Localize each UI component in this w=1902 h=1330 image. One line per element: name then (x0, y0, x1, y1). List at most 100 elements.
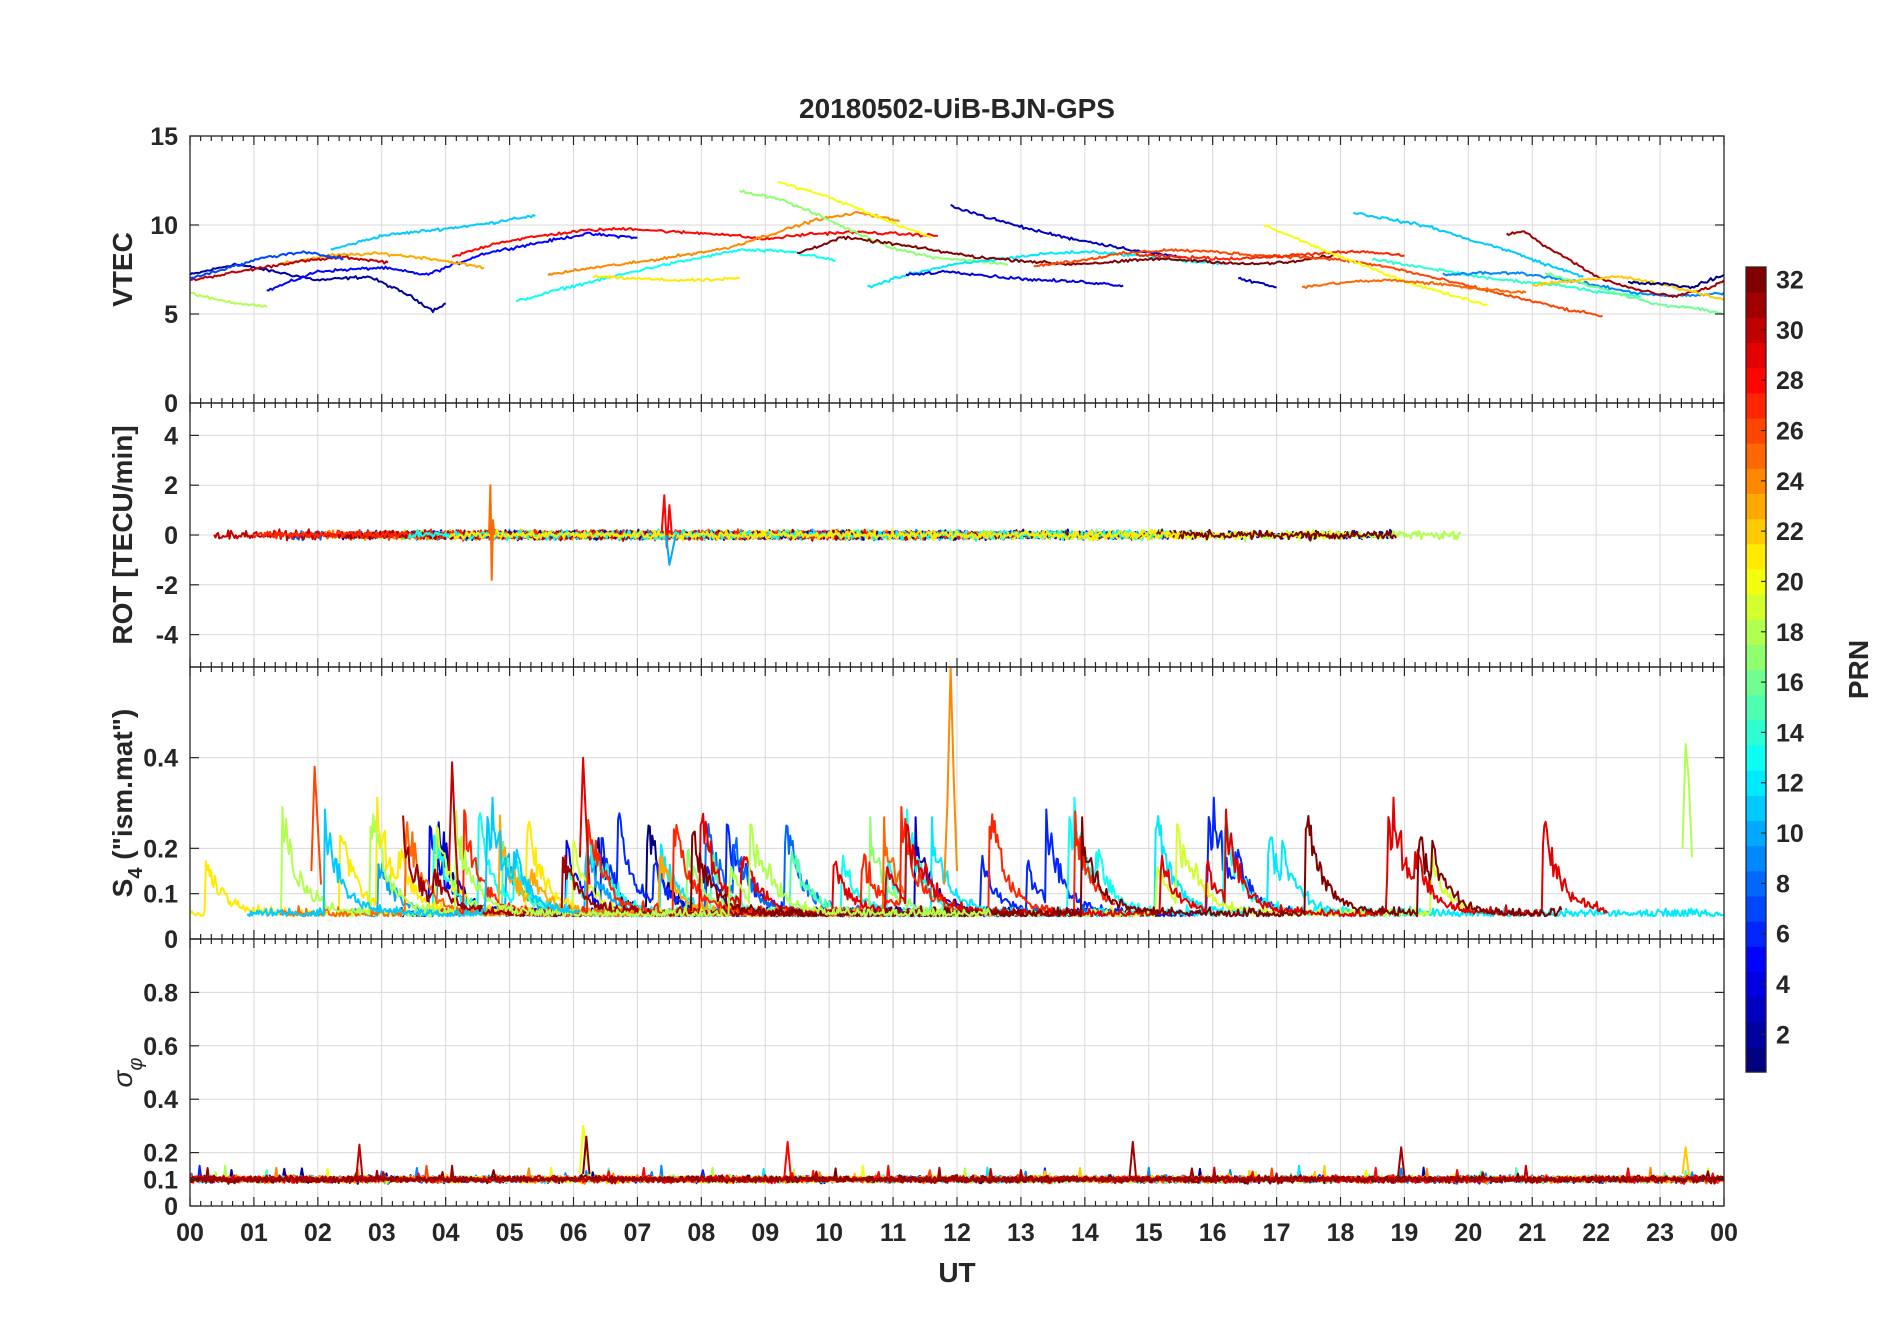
colorbar-tick-label: 8 (1776, 870, 1790, 898)
colorbar-swatch (1746, 820, 1766, 847)
s4-y-label-rest: ("ism.mat") (107, 709, 138, 868)
colorbar-tick-label: 2 (1776, 1021, 1790, 1049)
sigma-y-tick-label: 0.8 (143, 979, 178, 1007)
colorbar-swatch (1746, 795, 1766, 822)
colorbar-swatch (1746, 594, 1766, 620)
chart-title: 20180502-UiB-BJN-GPS (799, 93, 1115, 124)
colorbar-tick-label: 28 (1776, 367, 1804, 395)
x-tick-label: 00 (176, 1219, 204, 1247)
vtec-series-prn-27 (1135, 249, 1405, 261)
vtec-ticks (189, 135, 1725, 404)
s4-spike-prn-29 (578, 756, 591, 885)
colorbar-swatch (1746, 468, 1766, 495)
rot-spike-prn-10 (665, 534, 677, 566)
x-tick-label: 21 (1518, 1219, 1546, 1247)
sigma-y-tick-label: 0.6 (143, 1033, 178, 1061)
vtec-series-prn-2 (190, 262, 447, 314)
x-tick-label: 00 (1710, 1219, 1738, 1247)
x-tick-label: 09 (751, 1219, 779, 1247)
sigma-spike-prn-31 (1128, 1140, 1137, 1177)
colorbar-swatch (1746, 870, 1766, 897)
sigma-y-tick-label: 0.1 (143, 1166, 178, 1194)
sigma-spike-prn-30 (355, 1143, 364, 1180)
rot-y-tick-label: -2 (156, 572, 178, 600)
colorbar-tick-label: 24 (1776, 468, 1804, 496)
x-tick-label: 04 (432, 1219, 460, 1247)
vtec-series-prn-23 (279, 251, 485, 270)
colorbar-swatch (1746, 770, 1766, 796)
x-tick-label: 05 (496, 1219, 524, 1247)
s4-spike-prn-24 (943, 667, 958, 885)
s4-y-tick-label: 0.1 (143, 881, 178, 909)
vtec-y-tick-label: 15 (150, 123, 178, 151)
s4-y-label-sub: 4 (125, 867, 147, 879)
s4-y-axis-label: S4 ("ism.mat") (107, 709, 147, 898)
s4-y-tick-label: 0 (164, 926, 178, 954)
colorbar-tick-label: 12 (1776, 770, 1804, 798)
x-tick-label: 08 (687, 1219, 715, 1247)
vtec-series-prn-7 (190, 250, 344, 280)
colorbar-swatch (1746, 417, 1766, 444)
colorbar-swatch (1746, 845, 1766, 872)
s4-y-label-main: S (107, 879, 138, 898)
rot-y-tick-label: 0 (164, 522, 178, 550)
colorbar-swatch (1746, 921, 1766, 947)
rot-y-tick-label: 2 (164, 472, 178, 500)
x-tick-label: 11 (880, 1219, 907, 1247)
rot-series-prn-21 (448, 528, 1181, 542)
vtec-series-prn-28 (451, 226, 938, 258)
colorbar-tick-label: 16 (1776, 669, 1804, 697)
colorbar-label: PRN (1843, 640, 1874, 699)
x-tick-label: 17 (1263, 1219, 1291, 1247)
s4-y-tick-label: 0.2 (143, 835, 178, 863)
colorbar-swatch (1746, 971, 1766, 998)
s4-traces (190, 667, 1724, 918)
colorbar-tick-label: 20 (1776, 568, 1804, 596)
vtec-series-prn-31 (1506, 230, 1724, 298)
colorbar-tick-label: 32 (1776, 267, 1804, 295)
vtec-series-prn-17 (739, 189, 1009, 266)
colorbar-swatch (1746, 443, 1766, 469)
x-tick-label: 10 (815, 1219, 843, 1247)
x-tick-label: 06 (560, 1219, 588, 1247)
colorbar-tick-label: 26 (1776, 418, 1804, 446)
x-axis-label: UT (938, 1257, 975, 1288)
vtec-series-prn-24 (547, 211, 900, 277)
vtec-series-prn-3 (1237, 276, 1277, 289)
rot-traces (213, 484, 1462, 581)
vtec-series-prn-3 (950, 204, 1181, 259)
vtec-series-prn-14 (1371, 257, 1642, 298)
sigma-y-label-main: σ (107, 1069, 138, 1087)
s4-series-prn-18 (277, 806, 992, 918)
rot-y-tick-label: 4 (164, 422, 178, 450)
s4-series-prn-29 (654, 796, 1608, 918)
colorbar-swatch (1746, 317, 1766, 344)
vtec-series-prn-26 (1033, 248, 1603, 318)
vtec-series-prn-30 (190, 254, 389, 282)
colorbar-swatch (1746, 1021, 1766, 1048)
sigma-y-tick-label: 0.4 (143, 1086, 178, 1114)
colorbar-tick-label: 18 (1776, 619, 1804, 647)
panel-vtec: 0 5 10 15 VTEC (107, 123, 1725, 418)
x-tick-label: 18 (1327, 1219, 1355, 1247)
sigma-traces (190, 1124, 1724, 1185)
colorbar-swatch (1746, 694, 1766, 721)
colorbar-swatch (1746, 895, 1766, 922)
rot-y-tick-label: -4 (156, 622, 178, 650)
x-tick-label: 23 (1646, 1219, 1674, 1247)
sigma-spike-prn-31 (1397, 1146, 1406, 1177)
vtec-y-tick-label: 10 (150, 212, 178, 240)
colorbar-tick-label: 30 (1776, 317, 1804, 345)
x-tick-label: 12 (943, 1219, 971, 1247)
vtec-series-prn-11 (330, 214, 536, 251)
s4-series-prn-11 (246, 796, 581, 918)
colorbar-swatch (1746, 568, 1766, 595)
colorbar-swatch (1746, 1046, 1766, 1073)
vtec-y-tick-label: 0 (164, 390, 178, 418)
colorbar-swatch (1746, 644, 1766, 671)
sigma-ticks (189, 939, 1725, 1207)
x-tick-label: 02 (304, 1219, 332, 1247)
sigma-y-tick-label: 0.2 (143, 1140, 178, 1168)
colorbar-swatch (1746, 342, 1766, 369)
